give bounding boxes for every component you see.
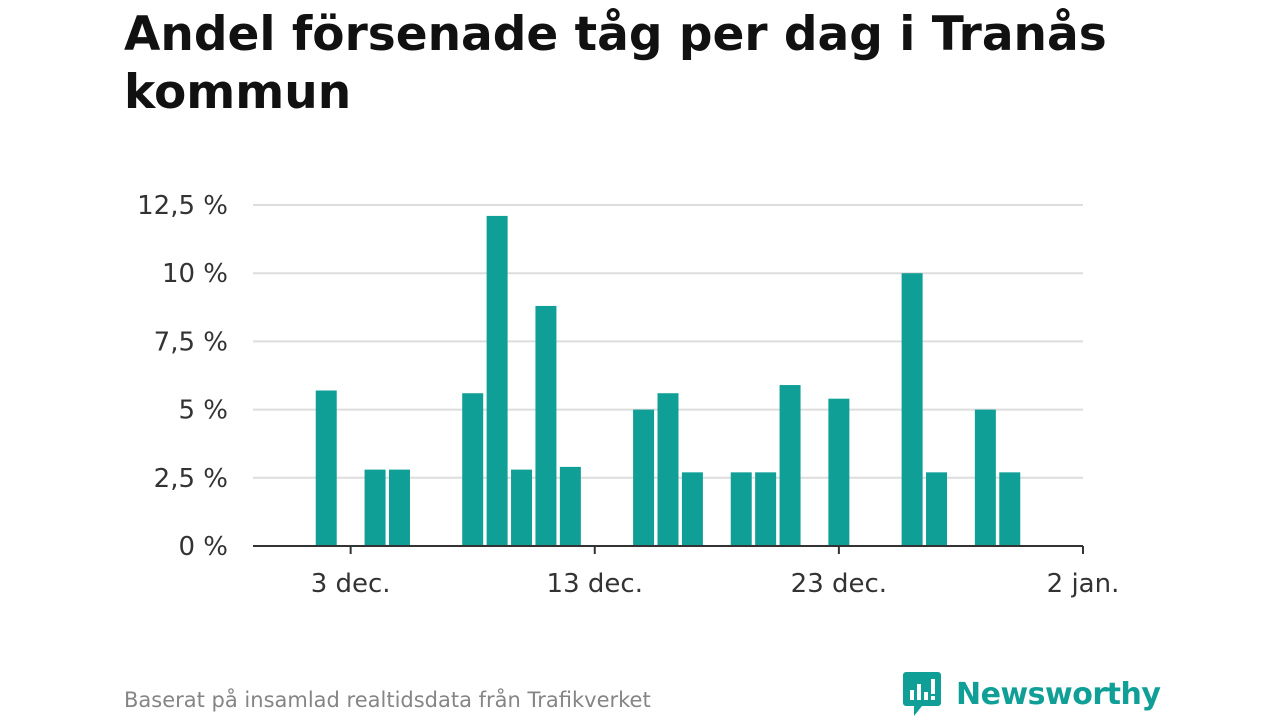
bar [388,469,410,546]
bar [681,472,703,546]
newsworthy-logo-icon [903,672,941,716]
bar [364,469,386,546]
bar [828,398,850,546]
bars [315,215,1021,547]
bar [315,390,337,546]
y-tick-label: 5 % [178,396,228,426]
axes: 0 % 2,5 % 5 % 7,5 % 10 % 12,5 % 3 dec. 13 dec. 2… [137,191,1119,599]
bar [901,273,923,546]
y-tick-label: 10 % [162,259,228,289]
bar [779,385,801,546]
y-tick-label: 0 % [178,532,228,562]
source-note: Baserat på insamlad realtidsdata från Tr… [124,688,651,712]
bar [657,393,679,546]
bar [462,393,484,546]
brand-name: Newsworthy [956,676,1161,712]
y-tick-label: 2,5 % [154,464,228,494]
y-tick-label: 12,5 % [137,191,228,221]
chart-title: Andel försenade tåg per dag i Tranås kom… [124,7,1107,120]
bar [511,469,533,546]
brand-logo[interactable]: Newsworthy [902,670,1161,718]
bar [755,472,777,546]
bar [974,409,996,546]
bar [999,472,1021,546]
bar [559,466,581,546]
bar [535,305,557,546]
bar [486,215,508,547]
x-tick-label: 13 dec. [547,569,643,599]
bar [926,472,948,546]
bar [730,472,752,546]
x-tick-label: 3 dec. [311,569,391,599]
x-tick-label: 2 jan. [1047,569,1120,599]
x-tick-label: 23 dec. [791,569,887,599]
y-tick-label: 7,5 % [154,327,228,357]
bar [633,409,655,546]
